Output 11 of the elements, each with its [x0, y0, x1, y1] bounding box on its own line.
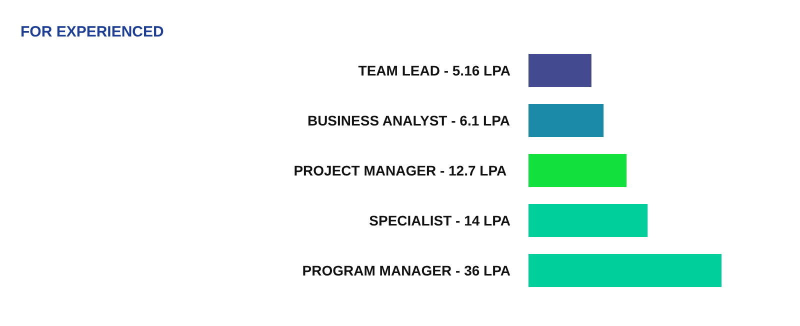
y-tick-label: TEAM LEAD - 5.16 LPA [358, 62, 510, 78]
y-tick-label: PROGRAM MANAGER - 36 LPA [302, 262, 511, 278]
bar [528, 204, 648, 237]
bar [528, 254, 722, 287]
text: FOR EXPERIENCED [20, 24, 164, 40]
y-tick-label: SPECIALIST - 14 LPA [369, 212, 511, 228]
bar [528, 154, 627, 187]
bar [528, 54, 592, 87]
bar [528, 104, 604, 137]
y-tick-label: BUSINESS ANALYST - 6.1 LPA [307, 112, 510, 128]
y-tick-label: PROJECT MANAGER - 12.7 LPA [294, 162, 507, 178]
